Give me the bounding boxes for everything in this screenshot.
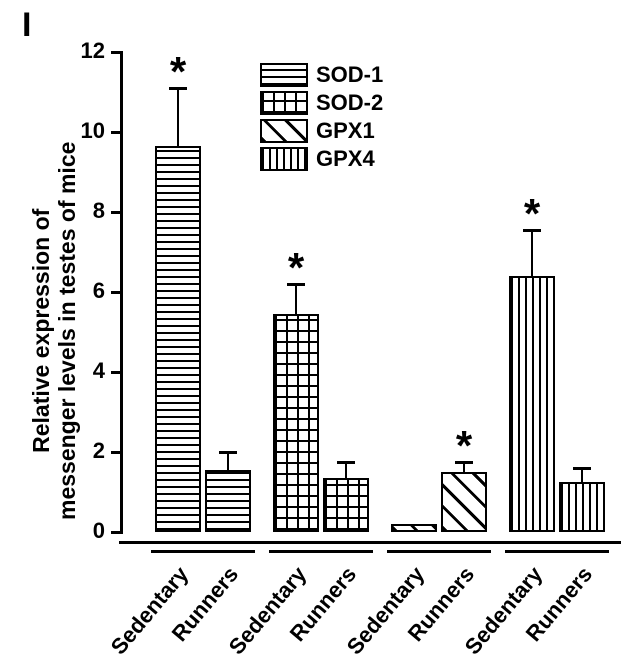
bar xyxy=(441,472,487,532)
legend-swatch xyxy=(260,91,308,115)
y-tick-label: 0 xyxy=(65,518,105,544)
error-bar-line xyxy=(581,468,584,482)
y-tick-label: 4 xyxy=(65,358,105,384)
legend-item: GPX1 xyxy=(260,118,383,144)
y-tick-mark xyxy=(111,531,123,534)
significance-marker: * xyxy=(524,190,540,238)
legend-item: SOD-1 xyxy=(260,62,383,88)
bar xyxy=(155,146,201,532)
y-tick-mark xyxy=(111,51,123,54)
figure-container: I Relative expression ofmessenger levels… xyxy=(0,0,629,667)
legend: SOD-1SOD-2GPX1GPX4 xyxy=(260,62,383,174)
error-bar-line xyxy=(177,88,180,146)
y-tick-mark xyxy=(111,131,123,134)
x-group-line xyxy=(387,550,491,553)
x-group-line xyxy=(269,550,373,553)
y-tick-label: 12 xyxy=(65,38,105,64)
y-tick-mark xyxy=(111,291,123,294)
legend-label: GPX4 xyxy=(316,146,375,172)
significance-marker: * xyxy=(288,244,304,292)
y-tick-mark xyxy=(111,371,123,374)
legend-item: SOD-2 xyxy=(260,90,383,116)
bar xyxy=(205,470,251,532)
legend-item: GPX4 xyxy=(260,146,383,172)
error-bar-line xyxy=(345,462,348,478)
x-axis-line xyxy=(119,541,621,544)
y-tick-label: 6 xyxy=(65,278,105,304)
legend-swatch xyxy=(260,119,308,143)
error-bar-cap xyxy=(573,467,591,470)
y-tick-label: 10 xyxy=(65,118,105,144)
error-bar-cap xyxy=(219,451,237,454)
y-tick-mark xyxy=(111,451,123,454)
x-group-line xyxy=(151,550,255,553)
error-bar-cap xyxy=(337,461,355,464)
bar xyxy=(391,524,437,532)
significance-marker: * xyxy=(456,422,472,470)
bar xyxy=(273,314,319,532)
significance-marker: * xyxy=(170,48,186,96)
y-axis-title-line: Relative expression of xyxy=(28,142,54,520)
legend-swatch xyxy=(260,147,308,171)
x-category-label: Sedentary xyxy=(106,562,194,660)
y-tick-mark xyxy=(111,211,123,214)
panel-label: I xyxy=(22,6,31,45)
bar xyxy=(559,482,605,532)
error-bar-line xyxy=(227,452,230,470)
bar xyxy=(509,276,555,532)
legend-label: GPX1 xyxy=(316,118,375,144)
bar xyxy=(323,478,369,532)
x-group-line xyxy=(505,550,609,553)
legend-swatch xyxy=(260,63,308,87)
y-tick-label: 2 xyxy=(65,438,105,464)
legend-label: SOD-2 xyxy=(316,90,383,116)
legend-label: SOD-1 xyxy=(316,62,383,88)
y-tick-label: 8 xyxy=(65,198,105,224)
